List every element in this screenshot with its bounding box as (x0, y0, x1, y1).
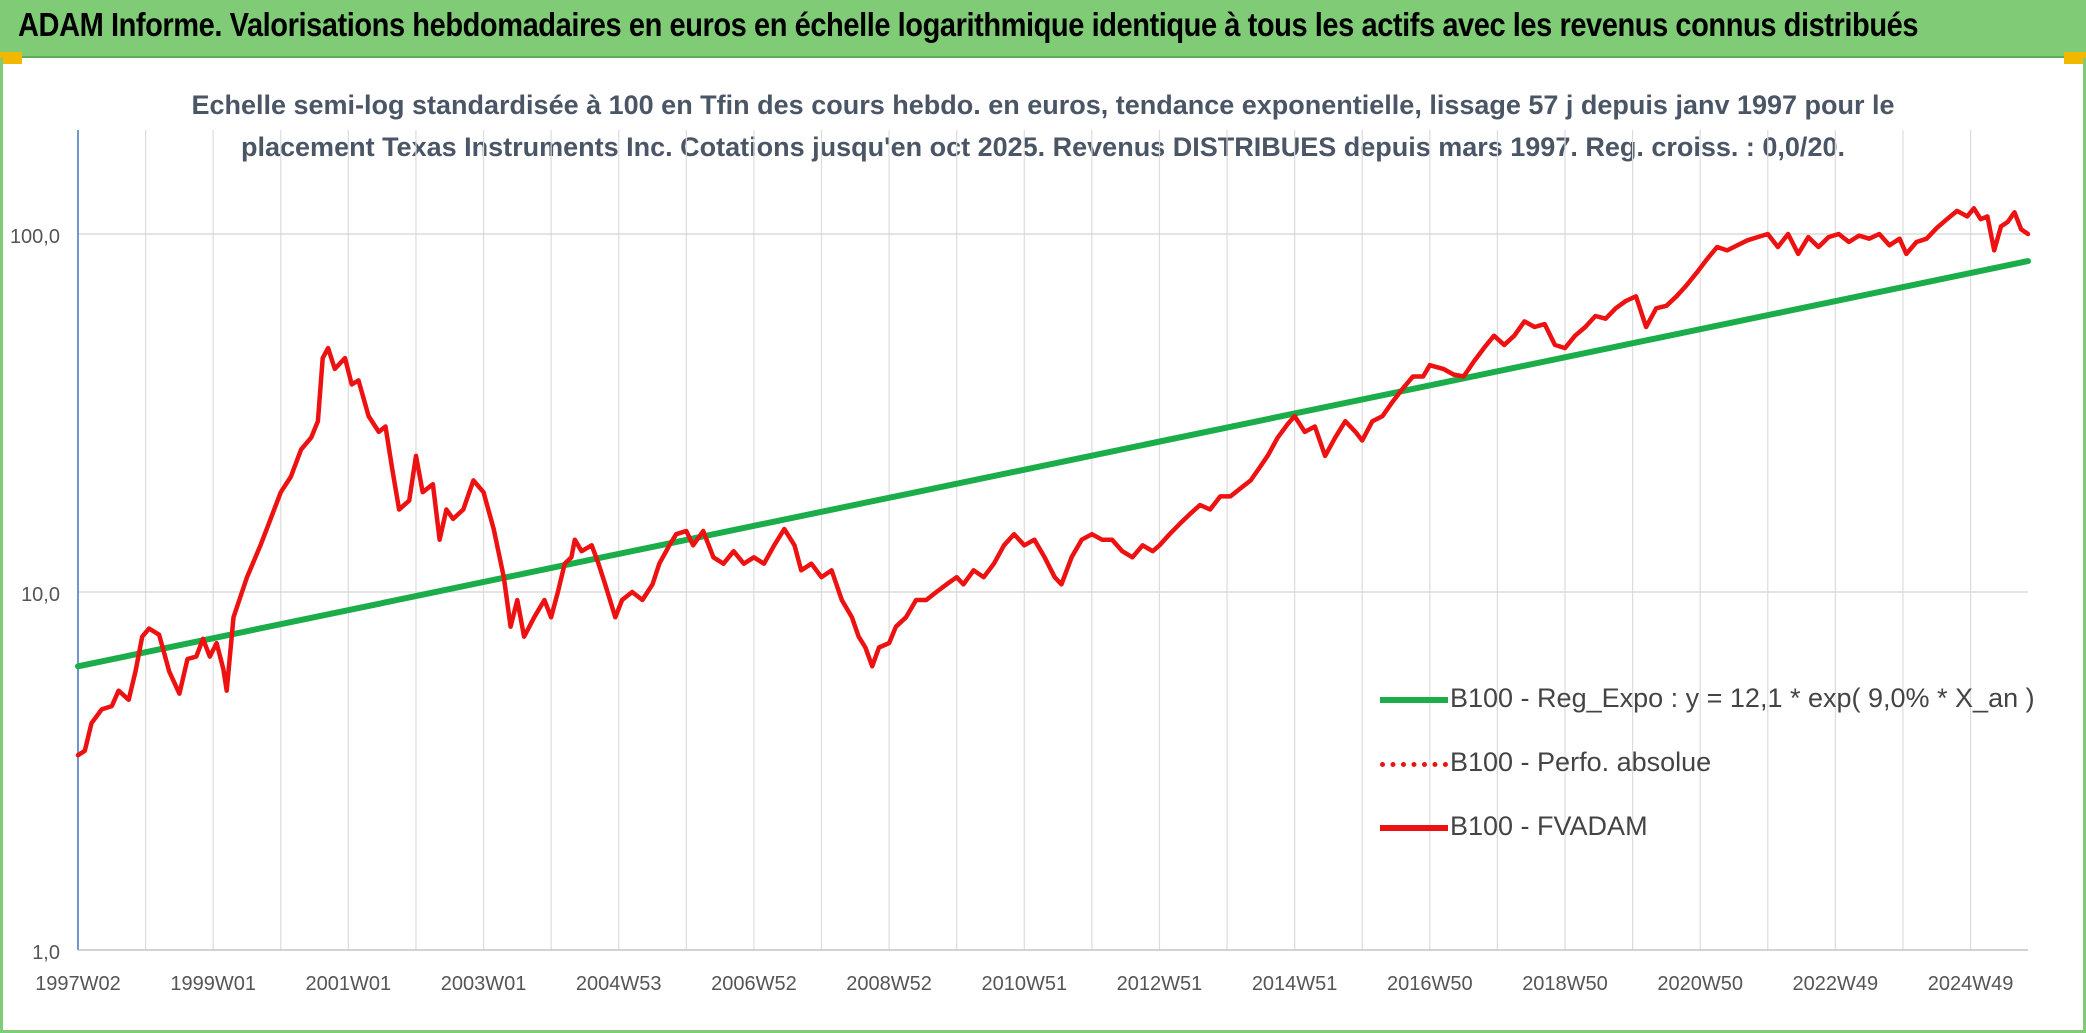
x-tick-label: 2024W49 (1928, 973, 2014, 995)
y-tick-label: 100,0 (10, 226, 60, 248)
x-tick-label: 2016W50 (1387, 973, 1473, 995)
legend-item-regression: B100 - Reg_Expo : y = 12,1 * exp( 9,0% *… (1380, 680, 2035, 720)
header-bar: ADAM Informe. Valorisations hebdomadaire… (0, 0, 2086, 58)
x-tick-label: 2012W51 (1117, 973, 1203, 995)
x-tick-label: 1997W02 (35, 973, 121, 995)
x-tick-label: 2001W01 (306, 973, 392, 995)
series-line-regression (75, 258, 2031, 670)
legend-item-fvadam: B100 - FVADAM (1380, 808, 2000, 848)
axes (77, 130, 2028, 951)
chart-title-line-1: Echelle semi-log standardisée à 100 en T… (191, 90, 1895, 120)
legend-swatch-perfo (1380, 762, 1448, 767)
legend-label-fvadam: B100 - FVADAM (1450, 811, 1648, 841)
header-title: ADAM Informe. Valorisations hebdomadaire… (18, 6, 1919, 43)
x-tick-label: 2018W50 (1522, 973, 1608, 995)
legend-label-regression: B100 - Reg_Expo : y = 12,1 * exp( 9,0% *… (1450, 683, 2035, 713)
corner-marker-left (0, 52, 22, 64)
legend-swatch-regression (1380, 697, 1448, 703)
x-tick-label: 2020W50 (1657, 973, 1743, 995)
x-tick-label: 1999W01 (170, 973, 256, 995)
x-tick-label: 2004W53 (576, 973, 662, 995)
x-tick-label: 2006W52 (711, 973, 797, 995)
chart-frame (0, 58, 2086, 1033)
x-tick-label: 2003W01 (441, 973, 527, 995)
legend-item-perfo: B100 - Perfo. absolue (1380, 744, 2000, 784)
x-tick-label: 2008W52 (846, 973, 932, 995)
chart-title-line-2: placement Texas Instruments Inc. Cotatio… (241, 132, 1845, 162)
x-tick-label: 2014W51 (1252, 973, 1338, 995)
series-line-fvadam (75, 206, 2031, 758)
x-tick-label: 2010W51 (981, 973, 1067, 995)
corner-marker-right (2064, 52, 2086, 64)
legend-label-perfo: B100 - Perfo. absolue (1450, 747, 1712, 777)
y-tick-label: 1,0 (32, 942, 60, 964)
legend-swatch-fvadam (1380, 825, 1448, 831)
x-tick-label: 2022W49 (1793, 973, 1879, 995)
series-group (75, 206, 2031, 758)
y-tick-label: 10,0 (21, 584, 60, 606)
tick-labels: 1,0 10,0 100,0 1997W02 1999W01 2001W01 2003W01… (10, 226, 2013, 995)
